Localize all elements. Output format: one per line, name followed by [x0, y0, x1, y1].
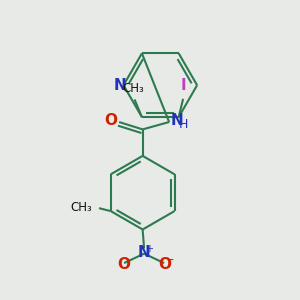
Text: H: H	[179, 118, 188, 131]
Text: CH₃: CH₃	[70, 201, 92, 214]
Text: +: +	[146, 244, 153, 254]
Text: O: O	[158, 257, 171, 272]
Text: N: N	[138, 245, 151, 260]
Text: O: O	[117, 257, 130, 272]
Text: N: N	[171, 113, 183, 128]
Text: I: I	[180, 78, 186, 93]
Text: O: O	[105, 113, 118, 128]
Text: N: N	[114, 78, 126, 93]
Text: CH₃: CH₃	[122, 82, 144, 95]
Text: -: -	[168, 254, 173, 268]
